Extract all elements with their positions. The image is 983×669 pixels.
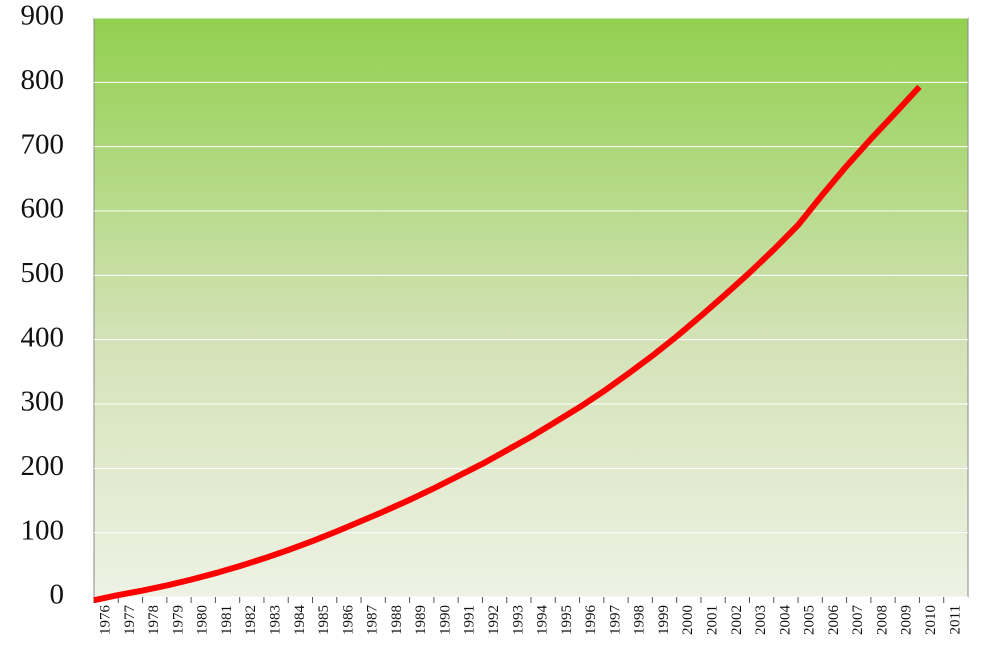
y-tick-label: 200 [21,450,65,482]
x-tick-label: 1995 [559,605,575,635]
x-tick-label: 1996 [583,605,599,636]
x-tick-label: 1986 [340,605,356,636]
x-tick-label: 2007 [850,605,866,636]
x-tick-label: 1985 [316,605,332,635]
x-tick-label: 1981 [219,605,235,635]
x-tick-label: 1994 [535,605,551,636]
x-tick-label: 2008 [874,605,890,635]
x-tick-label: 2009 [899,605,915,635]
x-tick-label: 2006 [826,605,842,636]
x-tick-label: 1982 [243,605,259,635]
x-tick-label: 1980 [195,605,211,635]
x-tick-label: 1979 [170,605,186,635]
x-tick-label: 2010 [923,605,939,635]
x-tick-label: 1976 [98,605,114,636]
y-tick-label: 800 [21,64,65,96]
x-tick-label: 1993 [510,605,526,635]
x-tick-label: 1984 [292,605,308,636]
plot-area [93,17,969,598]
x-tick-label: 2002 [729,605,745,635]
x-tick-label: 2011 [947,605,963,634]
x-tick-label: 1978 [146,605,162,635]
y-tick-label: 900 [21,0,65,32]
y-tick-label: 700 [21,128,65,160]
x-tick-label: 2000 [680,605,696,635]
x-tick-label: 1998 [632,605,648,635]
y-tick-label: 400 [21,321,65,353]
x-tick-label: 2003 [753,605,769,635]
y-tick-label: 600 [21,193,65,225]
y-tick-label: 0 [50,579,65,611]
x-tick-label: 1990 [437,605,453,635]
x-tick-label: 2004 [777,605,793,636]
x-tick-label: 2001 [705,605,721,635]
x-tick-label: 1999 [656,605,672,635]
x-tick-label: 1997 [607,605,623,636]
y-tick-label: 100 [21,514,65,546]
x-tick-label: 1991 [462,605,478,635]
y-tick-label: 300 [21,386,65,418]
x-tick-label: 1988 [389,605,405,635]
x-tick-label: 1989 [413,605,429,635]
x-tick-label: 1977 [122,605,138,636]
x-tick-label: 1992 [486,605,502,635]
x-tick-label: 2005 [802,605,818,635]
line [93,84,922,604]
x-tick-label: 1987 [365,605,381,636]
y-tick-label: 500 [21,257,65,289]
x-tick-label: 1983 [268,605,284,635]
